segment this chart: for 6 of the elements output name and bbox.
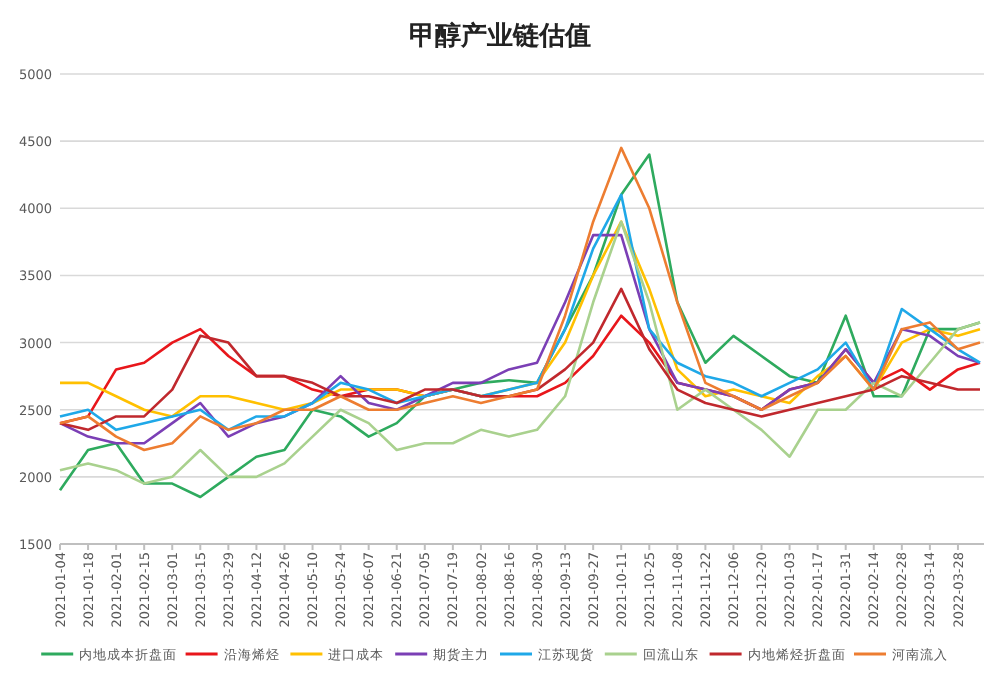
line-series: [58, 193, 982, 432]
line-series: [58, 287, 982, 432]
chart-title: 甲醇产业链估值: [409, 20, 591, 52]
line-series: [58, 220, 982, 485]
line-series: [58, 146, 982, 452]
line-series: [58, 233, 982, 445]
